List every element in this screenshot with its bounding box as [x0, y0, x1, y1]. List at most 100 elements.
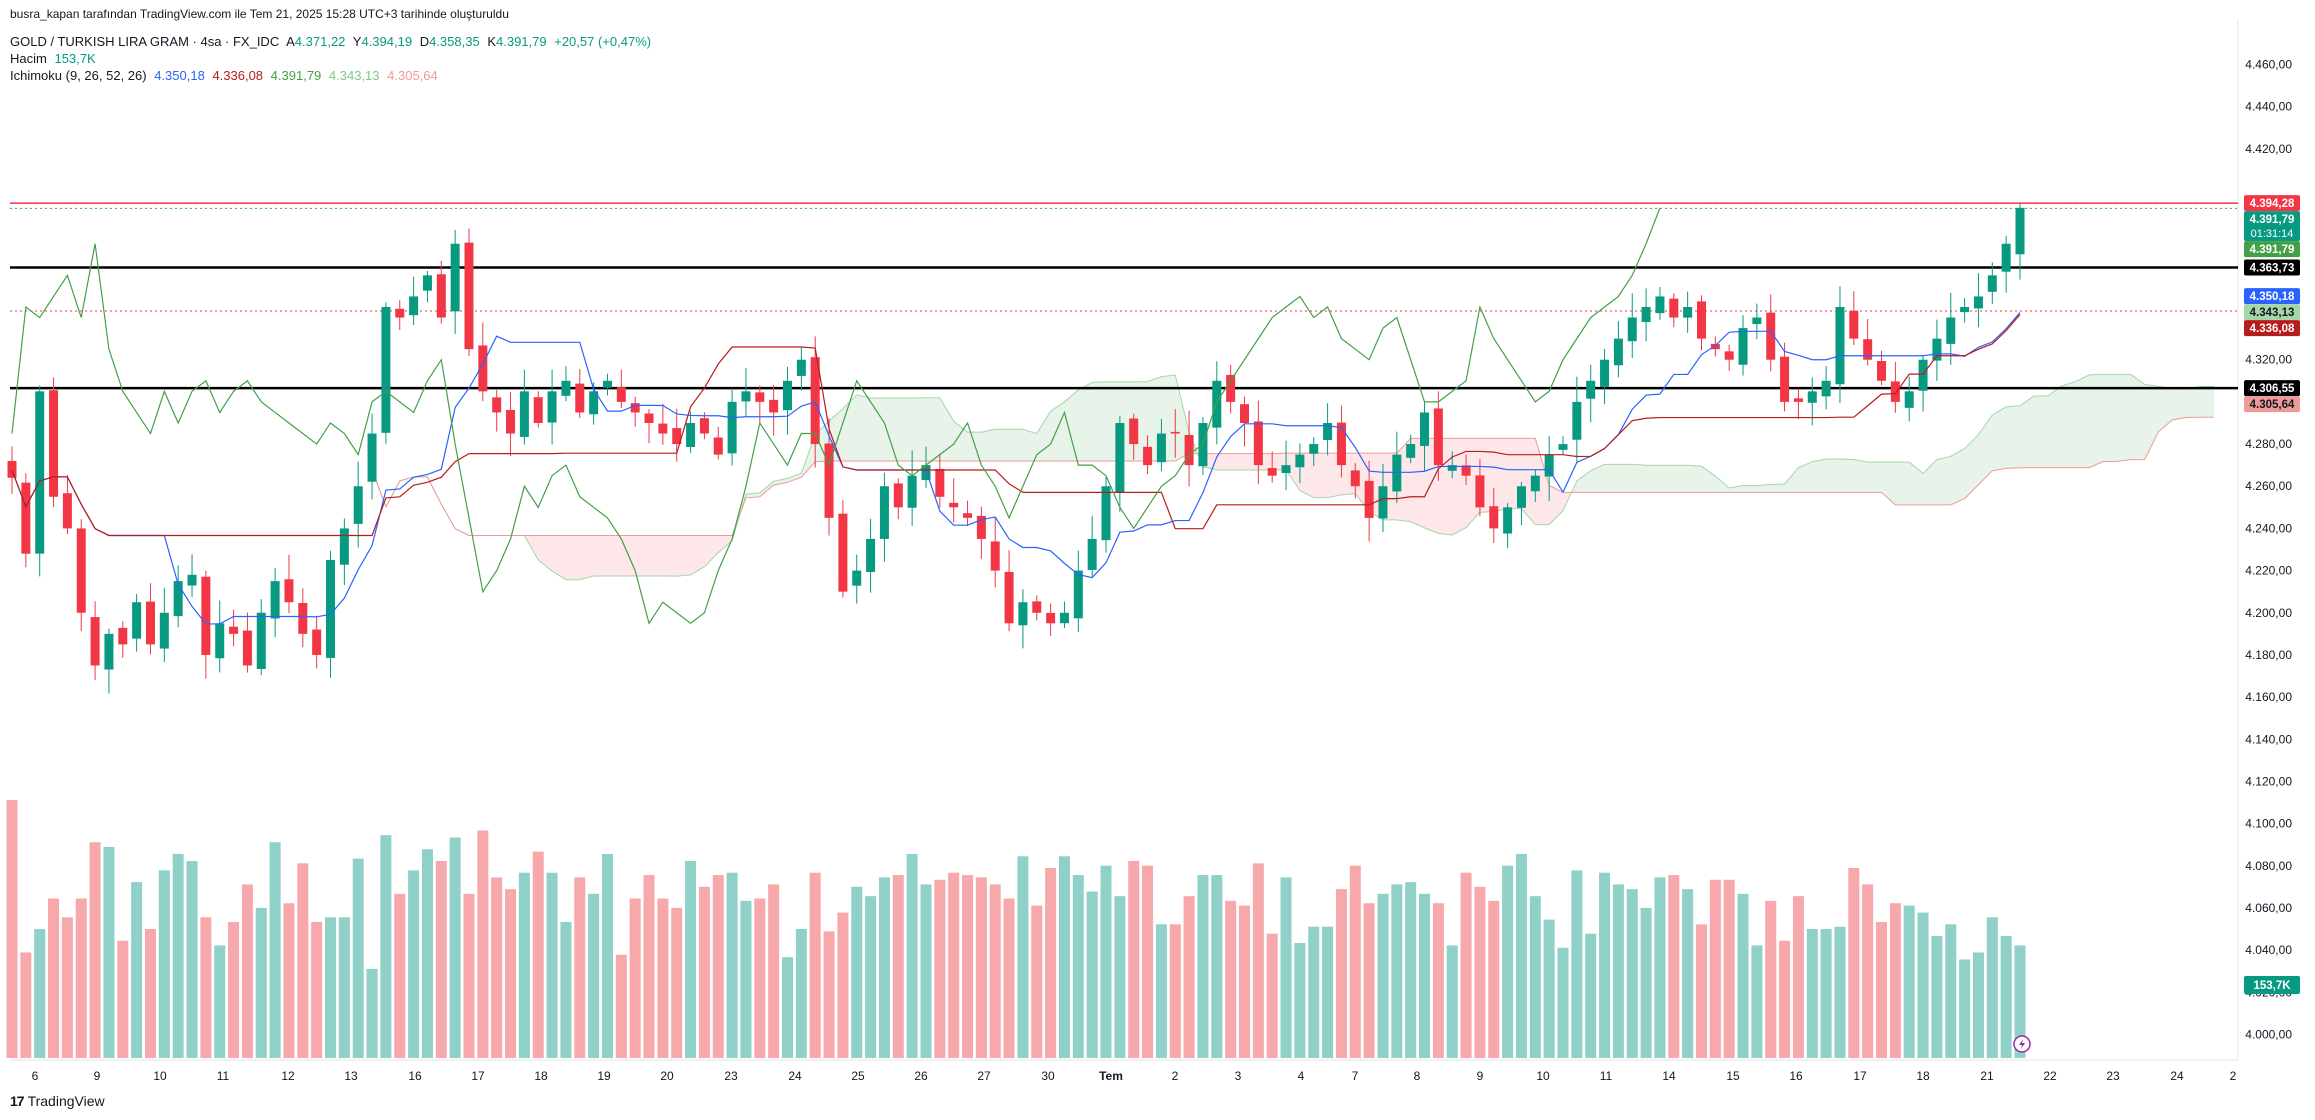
x-tick-label: 23 — [2106, 1069, 2120, 1083]
candle-body — [1101, 486, 1111, 541]
volume-bar — [657, 898, 669, 1058]
ichimoku-cloud-segment — [1535, 438, 1550, 525]
symbol-title[interactable]: GOLD / TURKISH LIRA GRAM · 4sa · FX_IDC — [10, 34, 280, 49]
candle-body — [1115, 422, 1125, 493]
candle-body — [436, 274, 446, 318]
candle-body — [879, 486, 889, 539]
volume-bar — [435, 860, 447, 1058]
volume-bar — [1834, 926, 1846, 1058]
volume-bar — [214, 945, 226, 1058]
volume-bar — [491, 877, 503, 1058]
volume-bar — [283, 903, 295, 1058]
candle-body — [866, 538, 876, 572]
volume-bar — [1848, 868, 1860, 1058]
ichimoku-cloud-segment — [939, 397, 954, 462]
volume-bar — [311, 921, 323, 1058]
volume-bar — [1972, 952, 1984, 1058]
candle-body — [741, 391, 751, 402]
candle-body — [1793, 398, 1803, 402]
volume-bar — [1654, 877, 1666, 1058]
ichimoku-cloud-segment — [1590, 464, 1605, 493]
volume-bar — [1709, 879, 1721, 1058]
candle-body — [935, 468, 945, 497]
ichimoku-cloud-segment — [967, 432, 982, 462]
ichimoku-cloud-segment — [1936, 456, 1951, 505]
candle-body — [1586, 380, 1596, 399]
ichimoku-cloud-segment — [1839, 458, 1854, 493]
candle-body — [381, 307, 391, 433]
volume-legend[interactable]: Hacim 153,7K — [10, 51, 100, 66]
volume-label-text: 153,7K — [2253, 980, 2291, 992]
price-label-tag — [2244, 380, 2300, 397]
ichimoku-cloud-segment — [2089, 374, 2104, 468]
tenkan-line — [11, 312, 2021, 625]
candle-body — [1780, 356, 1790, 402]
tradingview-logo[interactable]: 17 TradingView — [10, 1093, 105, 1109]
candle-body — [796, 359, 806, 376]
y-tick-label: 4.080,00 — [2245, 859, 2292, 873]
candle-body — [1226, 374, 1236, 402]
volume-bar — [158, 870, 170, 1058]
volume-bar — [1626, 889, 1638, 1058]
candle-body — [1627, 317, 1637, 342]
volume-bar — [989, 884, 1001, 1058]
ichimoku-cloud-segment — [649, 535, 663, 576]
candle-body — [284, 579, 294, 603]
volume-bar — [851, 886, 863, 1058]
volume-bar — [505, 889, 517, 1058]
y-tick-label: 4.040,00 — [2245, 943, 2292, 957]
ichimoku-cloud-segment — [1992, 406, 2007, 471]
volume-bar — [1308, 926, 1320, 1058]
volume-bar — [1045, 868, 1057, 1058]
volume-bar — [1432, 903, 1444, 1058]
candle-body — [672, 428, 682, 445]
ichimoku-cloud-segment — [1853, 459, 1868, 493]
x-tick-label: 8 — [1414, 1069, 1421, 1083]
kijun-line — [11, 314, 2021, 537]
volume-bar — [1599, 872, 1611, 1058]
price-label-text: 4.391,79 — [2250, 214, 2295, 226]
x-tick-label: 11 — [1600, 1069, 1613, 1083]
candle-body — [229, 626, 239, 634]
y-tick-label: 4.260,00 — [2245, 479, 2292, 493]
volume-bar — [712, 875, 724, 1058]
volume-bar — [297, 863, 309, 1058]
candle-body — [1710, 343, 1720, 350]
x-tick-label: 16 — [408, 1069, 422, 1083]
volume-bar — [1197, 875, 1209, 1058]
volume-bar — [89, 842, 101, 1058]
candle-body — [1239, 404, 1249, 423]
volume-bar — [34, 929, 46, 1058]
ichimoku-cloud-segment — [1036, 411, 1051, 462]
volume-value: 153,7K — [54, 51, 96, 66]
candle-body — [1863, 339, 1873, 360]
candle-body — [506, 409, 516, 434]
ichimoku-cloud-segment — [1770, 483, 1785, 493]
ichimoku-cloud-segment — [1493, 438, 1508, 512]
price-label-tag — [2244, 259, 2300, 276]
countdown-text: 01:31:14 — [2251, 228, 2294, 240]
volume-bar — [1640, 907, 1652, 1058]
ichimoku-legend[interactable]: Ichimoku (9, 26, 52, 26) 4.350,18 4.336,… — [10, 68, 442, 83]
volume-bar — [975, 877, 987, 1058]
candle-body — [1641, 307, 1651, 323]
ichimoku-cloud-segment — [676, 535, 691, 577]
candle-body — [1835, 307, 1845, 385]
x-tick-label: 9 — [1477, 1069, 1484, 1083]
volume-bar — [6, 800, 18, 1058]
price-label-tag — [2244, 304, 2300, 321]
volume-bar — [588, 893, 600, 1058]
candle-body — [1323, 422, 1333, 440]
candle-body — [616, 387, 626, 402]
price-label-text: 4.305,64 — [2250, 399, 2295, 411]
x-tick-label: 22 — [2043, 1069, 2057, 1083]
ichimoku-cloud-segment — [1022, 429, 1037, 462]
candle-body — [589, 391, 599, 415]
ichimoku-cloud-segment — [925, 397, 940, 462]
volume-bar — [1100, 865, 1112, 1058]
volume-bar — [255, 907, 267, 1058]
volume-bar — [920, 884, 932, 1058]
candle-body — [256, 612, 266, 669]
candle-body — [367, 433, 377, 482]
